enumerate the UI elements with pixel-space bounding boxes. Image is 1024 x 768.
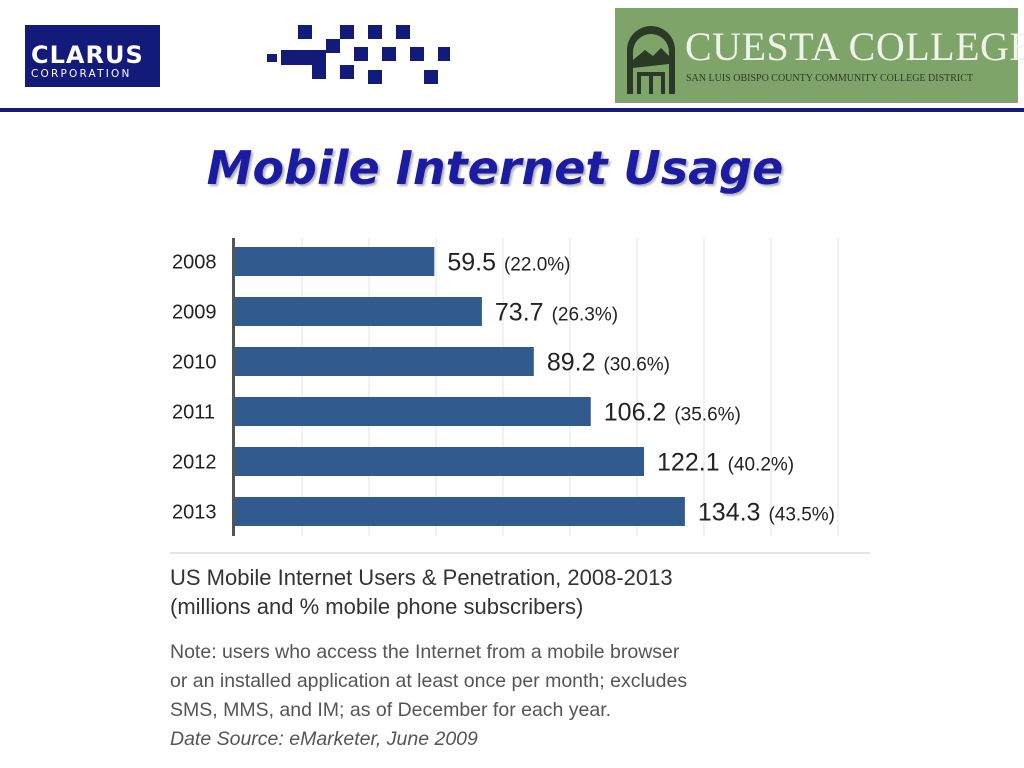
clarus-pattern-graphic bbox=[267, 25, 450, 84]
data-label: 122.1 bbox=[657, 449, 720, 477]
category-label: 2009 bbox=[172, 302, 217, 324]
category-label: 2013 bbox=[172, 502, 217, 524]
bar bbox=[235, 247, 435, 276]
category-label: 2010 bbox=[172, 352, 217, 374]
bar bbox=[235, 447, 645, 476]
percent-label: (26.3%) bbox=[552, 305, 619, 326]
bar bbox=[235, 397, 591, 426]
cuesta-college-name: CUESTA COLLEGE bbox=[685, 24, 1024, 69]
clarus-logo-name: CLARUS bbox=[31, 41, 144, 69]
chart-note-line-2: or an installed application at least onc… bbox=[170, 670, 688, 692]
bar bbox=[235, 497, 685, 526]
data-label: 59.5 bbox=[447, 249, 496, 277]
header-divider bbox=[0, 108, 1024, 112]
clarus-logo-box: CLARUS CORPORATION bbox=[25, 25, 160, 87]
cuesta-college-logo: CUESTA COLLEGE SAN LUIS OBISPO COUNTY CO… bbox=[615, 8, 1024, 103]
percent-label: (40.2%) bbox=[728, 455, 795, 476]
chart-note-line-1: Note: users who access the Internet from… bbox=[170, 641, 680, 663]
data-label: 106.2 bbox=[604, 399, 667, 427]
bar-chart: 2008 59.5 (22.0%) 2009 73.7 (26.3%) 2010 89.2 (3… bbox=[172, 238, 839, 536]
chart-note-line-3: SMS, MMS, and IM; as of December for eac… bbox=[170, 699, 612, 721]
percent-label: (43.5%) bbox=[768, 505, 835, 526]
percent-label: (35.6%) bbox=[674, 405, 741, 426]
clarus-logo: CLARUS CORPORATION bbox=[25, 25, 450, 87]
percent-label: (22.0%) bbox=[504, 255, 571, 276]
cuesta-college-subtitle: SAN LUIS OBISPO COUNTY COMMUNITY COLLEGE… bbox=[686, 73, 974, 84]
chart-caption: US Mobile Internet Users & Penetration, … bbox=[170, 563, 890, 621]
chart-source: Date Source: eMarketer, June 2009 bbox=[170, 728, 478, 750]
mission-arch-icon bbox=[627, 26, 675, 94]
caption-divider bbox=[170, 552, 870, 554]
clarus-logo-subtitle: CORPORATION bbox=[31, 68, 132, 80]
page-title: Mobile Internet Usage bbox=[206, 141, 784, 195]
chart-grid bbox=[301, 238, 839, 536]
bar bbox=[235, 347, 534, 376]
category-label: 2011 bbox=[172, 402, 215, 424]
data-label: 89.2 bbox=[547, 349, 596, 377]
category-label: 2008 bbox=[172, 252, 217, 274]
chart-note: Note: users who access the Internet from… bbox=[170, 638, 900, 754]
chart-caption-line-2: (millions and % mobile phone subscribers… bbox=[170, 594, 584, 619]
chart-caption-line-1: US Mobile Internet Users & Penetration, … bbox=[170, 565, 673, 590]
bar bbox=[235, 297, 482, 326]
chart-y-axis bbox=[232, 238, 235, 536]
data-label: 73.7 bbox=[495, 299, 544, 327]
data-label: 134.3 bbox=[698, 499, 761, 527]
percent-label: (30.6%) bbox=[603, 355, 670, 376]
category-label: 2012 bbox=[172, 452, 217, 474]
